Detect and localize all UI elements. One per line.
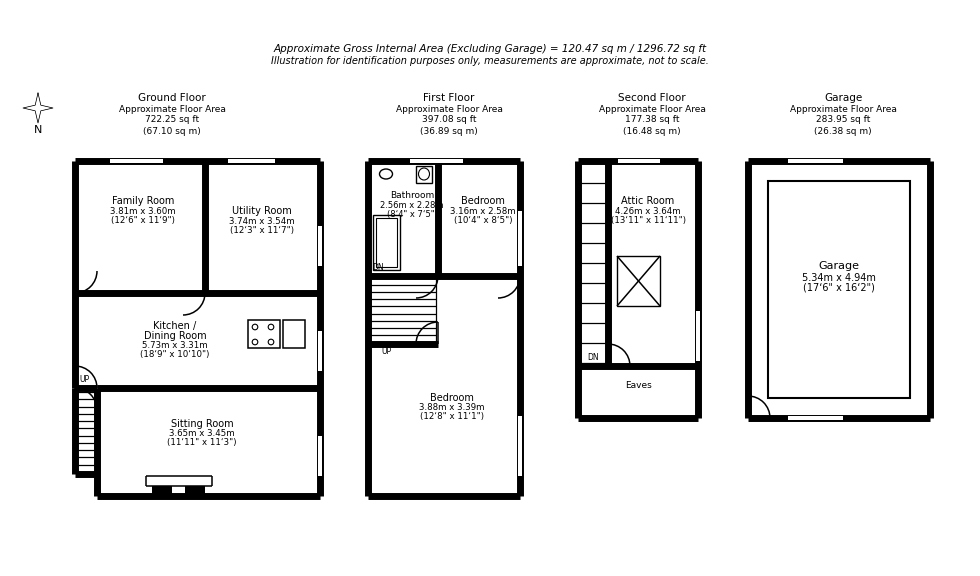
Bar: [768, 181, 910, 398]
Text: (8‘4" x 7‘5"): (8‘4" x 7‘5"): [387, 210, 437, 219]
Text: 5.73m x 3.31m: 5.73m x 3.31m: [142, 342, 208, 351]
Text: Family Room: Family Room: [112, 196, 174, 206]
Text: (11‘11" x 11‘3"): (11‘11" x 11‘3"): [168, 438, 237, 448]
Text: 397.08 sq ft: 397.08 sq ft: [421, 116, 476, 124]
Text: DN: DN: [587, 353, 599, 362]
Bar: [373, 215, 400, 270]
Bar: [788, 416, 843, 420]
Text: Utility Room: Utility Room: [232, 206, 292, 216]
Text: UP: UP: [79, 376, 89, 385]
Ellipse shape: [418, 168, 429, 180]
Bar: [283, 320, 305, 348]
Text: 4.26m x 3.64m: 4.26m x 3.64m: [615, 207, 681, 215]
Bar: [696, 311, 700, 361]
Text: 722.25 sq ft: 722.25 sq ft: [145, 116, 199, 124]
Text: Sitting Room: Sitting Room: [171, 419, 233, 429]
Ellipse shape: [379, 169, 393, 179]
Text: Attic Room: Attic Room: [621, 196, 674, 206]
Bar: [185, 486, 205, 496]
Text: 2.56m x 2.28m: 2.56m x 2.28m: [380, 202, 444, 210]
Text: Ground Floor: Ground Floor: [138, 93, 206, 103]
Bar: [318, 226, 322, 266]
Text: 3.16m x 2.58m: 3.16m x 2.58m: [450, 207, 515, 215]
Text: Eaves: Eaves: [624, 381, 652, 391]
Text: Approximate Floor Area: Approximate Floor Area: [599, 104, 706, 113]
Text: 3.88m x 3.39m: 3.88m x 3.39m: [419, 404, 485, 412]
Text: Bathroom: Bathroom: [390, 191, 434, 200]
Text: 177.38 sq ft: 177.38 sq ft: [625, 116, 679, 124]
Text: Approximate Gross Internal Area (Excluding Garage) = 120.47 sq m / 1296.72 sq ft: Approximate Gross Internal Area (Excludi…: [273, 44, 707, 54]
Bar: [228, 159, 275, 163]
Text: 5.34m x 4.94m: 5.34m x 4.94m: [802, 273, 876, 283]
Text: (26.38 sq m): (26.38 sq m): [814, 127, 872, 135]
Text: (12‘8" x 11‘1"): (12‘8" x 11‘1"): [420, 412, 484, 422]
Text: Approximate Floor Area: Approximate Floor Area: [396, 104, 503, 113]
Bar: [152, 486, 172, 496]
Text: 3.65m x 3.45m: 3.65m x 3.45m: [170, 430, 235, 438]
Polygon shape: [23, 93, 53, 123]
Bar: [788, 159, 843, 163]
Text: 3.81m x 3.60m: 3.81m x 3.60m: [110, 207, 175, 215]
Polygon shape: [23, 93, 38, 123]
Text: DN: DN: [372, 263, 384, 272]
Text: Dining Room: Dining Room: [144, 331, 207, 341]
Bar: [248, 320, 280, 348]
Text: (16.48 sq m): (16.48 sq m): [623, 127, 681, 135]
Text: Garage: Garage: [824, 93, 862, 103]
Text: 3.74m x 3.54m: 3.74m x 3.54m: [229, 217, 295, 225]
Text: (36.89 sq m): (36.89 sq m): [420, 127, 478, 135]
Bar: [618, 159, 660, 163]
Bar: [617, 256, 660, 306]
Text: (10‘4" x 8‘5"): (10‘4" x 8‘5"): [454, 215, 513, 225]
Text: Approximate Floor Area: Approximate Floor Area: [790, 104, 897, 113]
Text: (12‘3" x 11‘7"): (12‘3" x 11‘7"): [230, 225, 294, 234]
Text: Approximate Floor Area: Approximate Floor Area: [119, 104, 225, 113]
Bar: [318, 436, 322, 476]
Text: Bedroom: Bedroom: [461, 196, 505, 206]
Text: (18‘9" x 10‘10"): (18‘9" x 10‘10"): [140, 351, 210, 359]
Text: Bedroom: Bedroom: [430, 393, 474, 403]
Bar: [376, 218, 397, 267]
Text: Garage: Garage: [818, 261, 859, 271]
Text: UP: UP: [381, 347, 391, 357]
Bar: [318, 331, 322, 371]
Text: Second Floor: Second Floor: [618, 93, 686, 103]
Text: Illustration for identification purposes only, measurements are approximate, not: Illustration for identification purposes…: [271, 56, 709, 66]
Bar: [518, 211, 522, 266]
Text: N: N: [34, 125, 42, 135]
Text: (17‘6" x 16‘2"): (17‘6" x 16‘2"): [803, 283, 875, 293]
Bar: [410, 159, 463, 163]
Bar: [416, 166, 432, 183]
Text: (13‘11" x 11‘11"): (13‘11" x 11‘11"): [611, 215, 685, 225]
Text: First Floor: First Floor: [423, 93, 474, 103]
Bar: [110, 159, 163, 163]
Polygon shape: [38, 93, 53, 123]
Text: (12‘6" x 11‘9"): (12‘6" x 11‘9"): [111, 215, 175, 225]
Text: 283.95 sq ft: 283.95 sq ft: [815, 116, 870, 124]
Text: (67.10 sq m): (67.10 sq m): [143, 127, 201, 135]
Bar: [518, 416, 522, 476]
Text: Kitchen /: Kitchen /: [154, 321, 197, 331]
